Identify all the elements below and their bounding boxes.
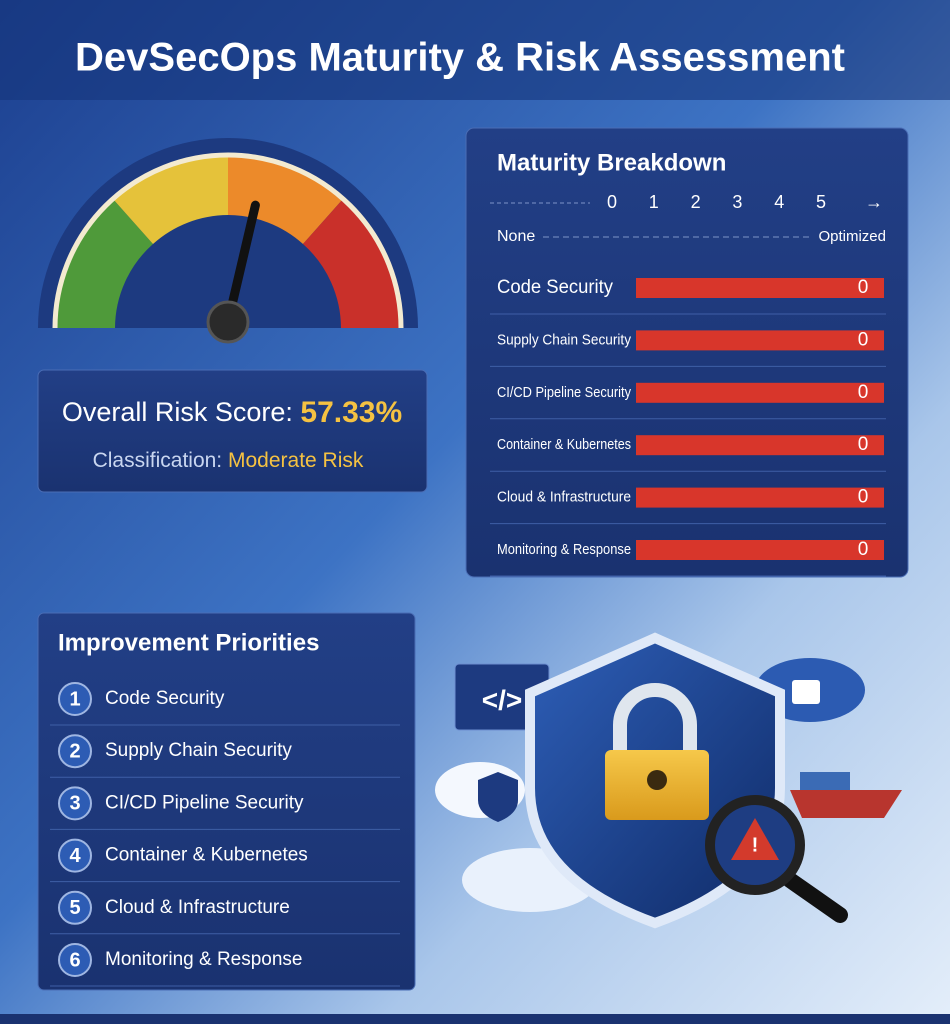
bar-value: 0 (858, 329, 869, 350)
rank-number: 3 (69, 793, 80, 815)
max-label: Optimized (818, 228, 886, 245)
rank-badge (58, 838, 92, 873)
header-band (0, 0, 950, 100)
keyhole (647, 770, 667, 790)
min-label: None (497, 228, 535, 245)
bar-track (636, 330, 884, 351)
scale-tick-label: 1 (649, 192, 659, 212)
scale-tick-label: 2 (691, 192, 701, 212)
bar-track (636, 487, 884, 508)
containers (800, 772, 850, 790)
rank-badge (58, 682, 92, 716)
bar-track (636, 278, 884, 298)
bar-value: 0 (858, 539, 869, 560)
item-label: Container & Kubernetes (105, 845, 308, 866)
classification-line: Classification: Moderate Risk (93, 449, 364, 472)
cloud-shield (478, 772, 518, 822)
illustration: </> ! (435, 632, 902, 929)
row-name: CI/CD Pipeline Security (497, 384, 631, 401)
warning-mark: ! (752, 834, 759, 856)
item-label: Monitoring & Response (105, 949, 303, 970)
score-value: 57.33% (300, 396, 402, 429)
score-text: Overall Risk Score: (62, 397, 293, 427)
warning-icon (731, 818, 779, 860)
bar-value: 0 (858, 277, 869, 298)
code-icon: </> (482, 684, 522, 715)
bar-track (636, 382, 884, 403)
rank-number: 5 (69, 897, 80, 919)
classification-text: Classification: (93, 449, 223, 472)
row-name: Cloud & Infrastructure (497, 489, 631, 506)
gauge (38, 138, 418, 344)
rank-number: 1 (69, 688, 80, 710)
gauge-rim (52, 152, 404, 329)
title: DevSecOps Maturity & Risk Assessment (75, 36, 845, 80)
row-name: Code Security (497, 277, 613, 298)
item-label: Code Security (105, 688, 225, 709)
bar-track (636, 540, 884, 560)
row-name: Container & Kubernetes (497, 436, 631, 453)
rank-number: 2 (69, 740, 80, 762)
rank-badge (58, 786, 92, 821)
gauge-green (55, 199, 153, 328)
row-name: Monitoring & Response (497, 541, 631, 558)
needle-hub (206, 300, 250, 344)
score-line: Overall Risk Score: 57.33% (62, 396, 402, 429)
scale-tick-label: 0 (607, 192, 617, 212)
lock-shackle (613, 683, 697, 755)
rank-badge (58, 890, 92, 925)
cloud-lock-body (792, 680, 820, 704)
scale-tick-label: 5 (816, 192, 826, 212)
bar-value: 0 (858, 382, 869, 403)
rank-number: 6 (69, 949, 80, 971)
maturity-title: Maturity Breakdown (497, 149, 726, 176)
item-label: Supply Chain Security (105, 740, 292, 761)
score-panel (37, 369, 428, 493)
scale-tick-label: 3 (732, 192, 742, 212)
gauge-orange (228, 155, 343, 244)
maturity-panel (465, 127, 909, 578)
footer-band (0, 1014, 950, 1024)
bar-track (636, 435, 884, 456)
item-label: CI/CD Pipeline Security (105, 792, 304, 813)
rank-badge (58, 943, 92, 977)
bar-value: 0 (858, 487, 869, 508)
rank-number: 4 (69, 845, 81, 867)
ship (790, 790, 902, 818)
classification-value: Moderate Risk (228, 449, 364, 472)
magnifier-handle (782, 872, 848, 923)
gauge-red (303, 199, 401, 328)
gauge-yellow (113, 155, 228, 244)
item-label: Cloud & Infrastructure (105, 897, 290, 918)
scale-tick-label: 4 (774, 192, 784, 212)
row-name: Supply Chain Security (497, 331, 631, 348)
rank-badge (58, 734, 92, 769)
priorities-title: Improvement Priorities (58, 629, 319, 656)
priorities-panel (37, 612, 416, 991)
arrow: → (865, 192, 883, 212)
bar-value: 0 (858, 434, 869, 455)
